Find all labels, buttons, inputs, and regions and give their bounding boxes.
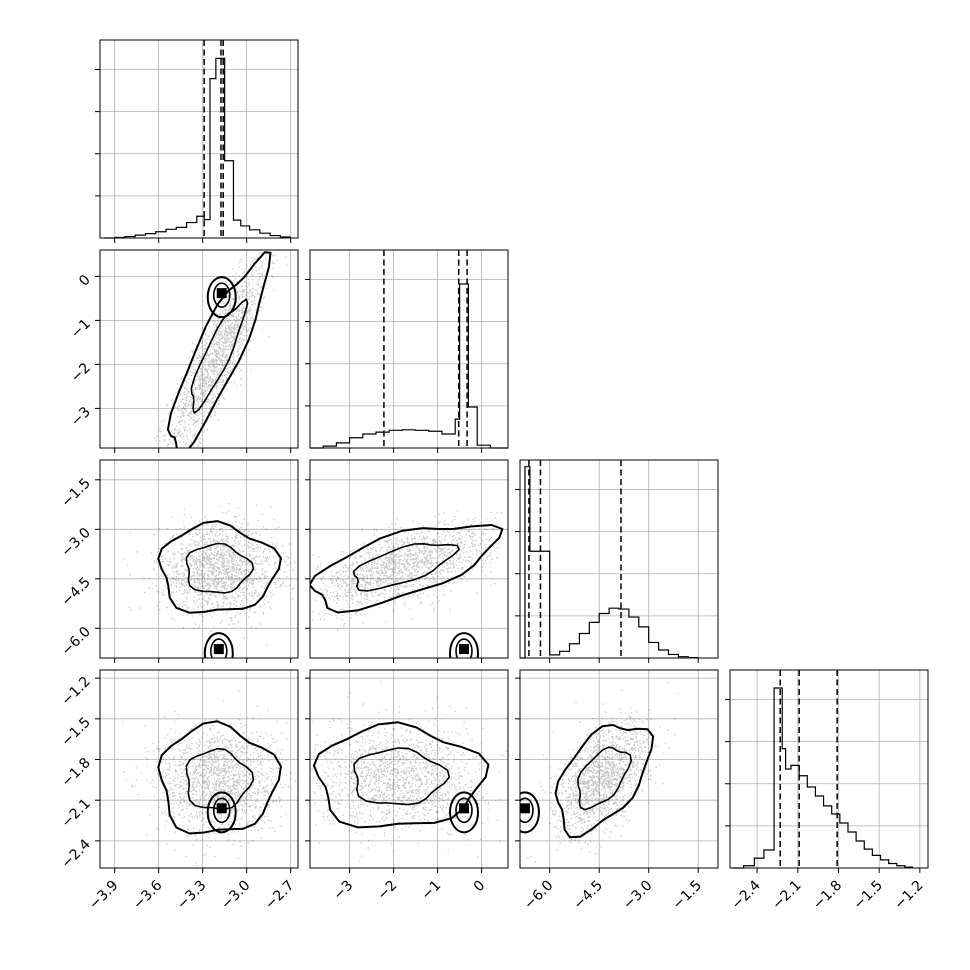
scatter-cloud [310, 510, 508, 631]
panel-frame [99, 39, 299, 239]
density-contour [554, 724, 655, 839]
x-tick-label: −1.5 [851, 878, 886, 913]
scatter-cloud [310, 681, 508, 862]
x-tick-label: −4.5 [571, 878, 606, 913]
histogram-panel-3 [725, 669, 929, 869]
histogram-bars [732, 687, 914, 869]
y-tick-label: −1.2 [58, 674, 93, 709]
density-contour [157, 720, 282, 835]
histogram-bars [520, 466, 699, 659]
mode-contour-outer [449, 632, 479, 658]
scatter-panel-3-0 [99, 669, 299, 869]
scatter-points [520, 681, 679, 863]
density-contour [352, 543, 460, 592]
mode-contour-outer [203, 632, 234, 658]
x-tick-label: −3 [331, 878, 357, 904]
y-tick-label: −2 [68, 360, 94, 386]
panel-frame [309, 669, 509, 869]
y-tick-label: −1 [68, 316, 94, 342]
mode-contour-outer [449, 791, 479, 834]
y-tick-label: −1.5 [58, 714, 93, 749]
scatter-cloud [527, 681, 679, 863]
x-tick-label: −3.6 [130, 877, 165, 912]
x-tick-label: −3.0 [620, 878, 655, 913]
x-tick-label: −1.5 [670, 878, 705, 913]
x-tick-label: −6.0 [521, 878, 556, 913]
y-tick-label: −1.5 [58, 475, 93, 510]
panel-frame [309, 249, 509, 449]
scatter-panel-2-1 [309, 459, 509, 659]
density-contour [157, 520, 282, 614]
density-contour [312, 721, 490, 829]
y-tick-label: −6.0 [58, 624, 93, 659]
density-contour [185, 747, 255, 810]
density-contour [353, 747, 451, 806]
histogram-panel-2 [515, 459, 719, 659]
density-contour [185, 542, 255, 594]
x-tick-label: −1 [419, 878, 445, 904]
scatter-cloud [122, 690, 298, 867]
mode-contour-outer [206, 791, 237, 834]
x-tick-label: −3.3 [174, 878, 209, 913]
mode-contour-inner [212, 797, 231, 824]
mode-contour-inner [455, 638, 473, 658]
density-contour [310, 524, 504, 614]
mode-contour-inner [455, 797, 473, 824]
scatter-panel-3-1 [309, 669, 509, 869]
panel-frame [519, 669, 719, 869]
density-contour [577, 746, 632, 811]
histogram-panel-0 [95, 39, 299, 239]
y-tick-label: −3 [68, 404, 94, 430]
x-tick-label: −3.9 [86, 878, 121, 913]
panel-frame [729, 669, 929, 869]
x-tick-label: −2.4 [729, 877, 764, 912]
scatter-points [122, 690, 298, 867]
x-tick-label: −3.0 [218, 878, 253, 913]
mode-marker [213, 644, 224, 655]
panel-frame [99, 249, 299, 449]
panel-frame [99, 459, 299, 659]
scatter-panel-2-0 [99, 459, 299, 659]
mode-contour-inner [212, 282, 231, 308]
panel-frame [99, 669, 299, 869]
x-tick-label: −1.2 [891, 878, 926, 913]
histogram-bars [104, 57, 291, 239]
x-tick-label: −1.8 [810, 878, 845, 913]
scatter-points [310, 510, 508, 658]
scatter-points [310, 681, 508, 862]
panel-frame [309, 459, 509, 659]
mode-contour-outer [520, 791, 540, 834]
density-contour [166, 251, 272, 448]
scatter-points [154, 250, 288, 448]
y-tick-label: 0 [76, 272, 94, 290]
mode-contour-outer [206, 276, 237, 319]
histogram-panel-1 [305, 249, 509, 449]
mode-contour-inner [520, 797, 534, 824]
mode-marker [216, 803, 227, 814]
scatter-panel-1-0 [99, 249, 299, 449]
y-tick-label: −2.4 [58, 836, 93, 871]
x-tick-label: −2.7 [262, 878, 297, 913]
y-tick-label: −1.8 [58, 755, 93, 790]
mode-contour-inner [210, 638, 228, 658]
scatter-panel-3-2 [519, 669, 719, 869]
x-tick-label: −2 [375, 878, 401, 904]
scatter-cloud [154, 250, 288, 448]
mode-marker [216, 288, 227, 299]
mode-marker [459, 644, 469, 655]
histogram-bars [310, 283, 508, 449]
y-tick-label: −2.1 [58, 796, 93, 831]
y-tick-label: −3.0 [58, 525, 93, 560]
mode-marker [459, 803, 469, 814]
scatter-cloud [123, 503, 296, 646]
panel-frame [519, 459, 719, 659]
y-tick-label: −4.5 [58, 574, 93, 609]
x-tick-label: 0 [471, 878, 489, 896]
mode-marker [520, 803, 530, 814]
x-tick-label: −2.1 [769, 878, 804, 913]
scatter-points [123, 503, 296, 658]
